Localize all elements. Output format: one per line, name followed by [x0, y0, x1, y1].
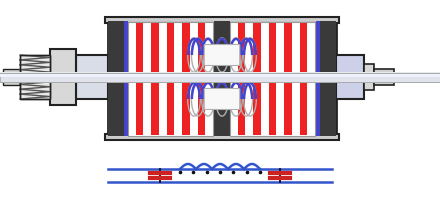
Bar [230, 79, 315, 136]
Bar [238, 24, 246, 77]
Bar [128, 79, 213, 136]
FancyBboxPatch shape [204, 89, 240, 110]
Bar [0, 73, 440, 83]
Bar [374, 70, 394, 85]
Bar [167, 80, 174, 135]
Bar [198, 80, 205, 135]
Bar [284, 80, 292, 135]
Bar [20, 56, 50, 99]
Bar [3, 70, 20, 85]
Bar [336, 56, 364, 99]
Bar [182, 24, 190, 77]
Bar [269, 24, 276, 77]
Bar [238, 80, 246, 135]
Bar [167, 24, 174, 77]
Bar [284, 24, 292, 77]
Bar [316, 22, 320, 136]
Bar [198, 24, 205, 77]
Bar [182, 80, 190, 135]
Bar [214, 22, 230, 136]
Bar [105, 134, 339, 140]
Bar [300, 80, 307, 135]
Bar [20, 56, 50, 99]
Bar [108, 22, 124, 136]
Bar [320, 22, 336, 136]
Bar [105, 18, 339, 24]
Bar [128, 23, 213, 78]
Bar [124, 22, 128, 136]
Bar [269, 80, 276, 135]
Bar [136, 24, 143, 77]
Bar [364, 65, 374, 91]
Bar [50, 50, 76, 105]
Bar [151, 24, 159, 77]
Bar [108, 22, 336, 136]
Bar [253, 24, 261, 77]
Bar [230, 23, 315, 78]
Bar [0, 73, 440, 82]
Bar [253, 80, 261, 135]
Bar [136, 80, 143, 135]
Bar [151, 80, 159, 135]
Bar [300, 24, 307, 77]
Bar [76, 56, 108, 99]
FancyBboxPatch shape [204, 45, 240, 66]
